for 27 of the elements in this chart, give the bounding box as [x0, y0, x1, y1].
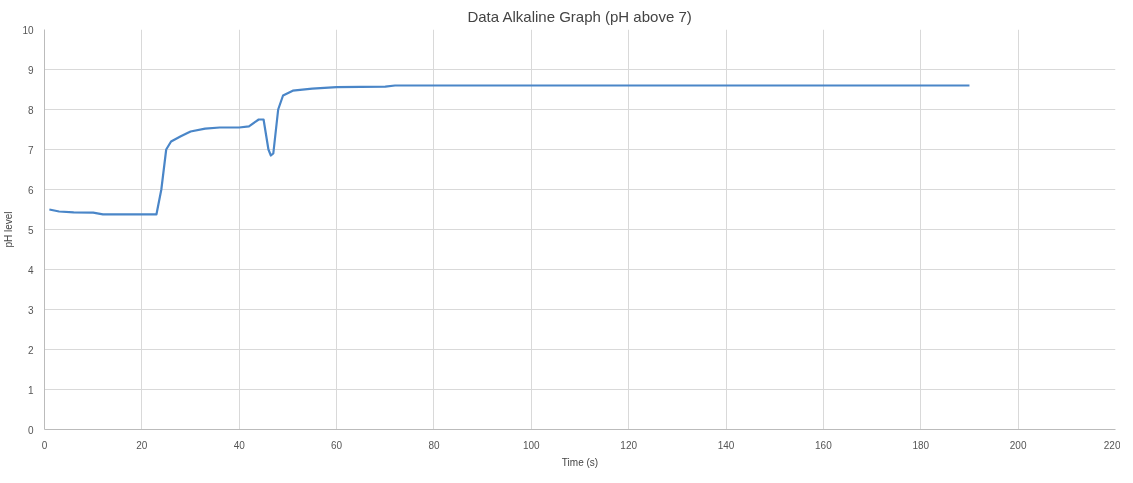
x-tick-label: 160 — [815, 439, 833, 451]
x-tick-label: 120 — [620, 439, 638, 451]
y-tick-label: 2 — [27, 344, 34, 356]
y-tick-label: 0 — [27, 424, 34, 436]
y-tick-label: 4 — [27, 264, 34, 276]
x-tick-label: 80 — [428, 439, 440, 451]
x-tick-label: 100 — [522, 439, 541, 451]
x-tick-label: 20 — [136, 439, 148, 451]
y-tick-label: 5 — [27, 224, 34, 236]
x-tick-label: 220 — [1103, 439, 1121, 451]
y-tick-label: 8 — [27, 104, 34, 116]
y-axis-title: pH level — [3, 211, 15, 248]
y-tick-label: 3 — [27, 304, 34, 316]
y-tick-label: 6 — [27, 184, 34, 196]
y-tick-label: 1 — [27, 384, 34, 396]
x-tick-label: 180 — [912, 439, 930, 451]
y-tick-label: 9 — [27, 64, 34, 76]
x-tick-label: 60 — [331, 439, 343, 451]
chart-title: Data Alkaline Graph (pH above 7) — [467, 7, 692, 25]
y-tick-label: 7 — [27, 144, 34, 156]
x-tick-label: 40 — [233, 439, 246, 451]
line-series — [48, 84, 971, 216]
x-tick-label: 200 — [1009, 439, 1027, 451]
x-axis-title: Time (s) — [561, 456, 599, 468]
x-tick-label: 0 — [41, 439, 48, 451]
x-tick-label: 140 — [717, 439, 735, 451]
y-tick-label: 10 — [22, 24, 34, 36]
